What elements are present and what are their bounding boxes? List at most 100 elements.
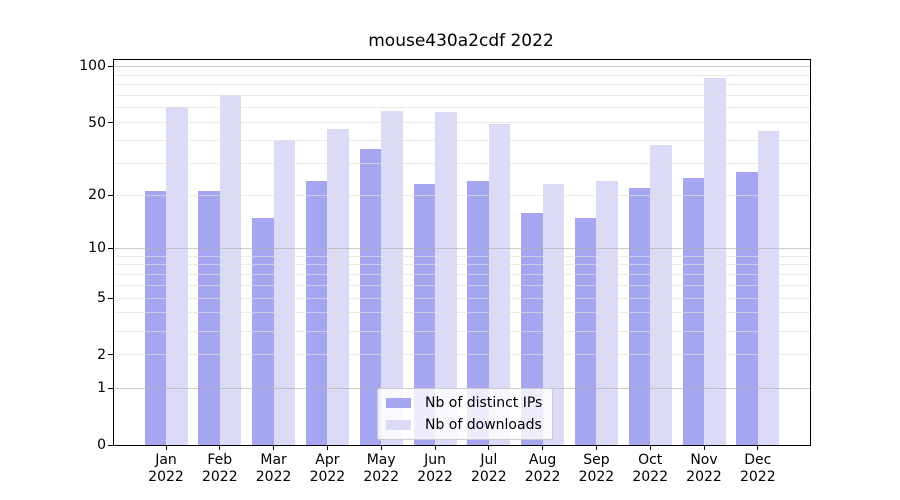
gridline-minor (114, 264, 810, 266)
x-axis-tick-label: Feb 2022 (188, 452, 252, 486)
x-tick-month: Sep (583, 452, 610, 468)
y-tick-mark (107, 247, 113, 249)
x-tick-month: Aug (528, 452, 557, 468)
x-tick-mark (488, 445, 490, 450)
x-tick-mark (434, 445, 436, 450)
y-tick-mark (107, 387, 113, 389)
x-tick-month: Jul (480, 452, 498, 468)
bar-distinct-ips (359, 148, 382, 445)
x-tick-mark (326, 445, 328, 450)
legend: Nb of distinct IPs Nb of downloads (377, 388, 554, 440)
x-axis-tick-label: Jun 2022 (403, 452, 467, 486)
gridline-minor (114, 122, 810, 124)
gridline-minor (114, 297, 810, 299)
legend-entry-distinct-ips: Nb of distinct IPs (386, 394, 542, 412)
gridline-major (114, 247, 810, 249)
x-tick-mark (703, 445, 705, 450)
bar-downloads (704, 77, 726, 445)
gridline-major (114, 65, 810, 67)
gridline-minor (114, 74, 810, 76)
x-axis-tick-label: Oct 2022 (618, 452, 682, 486)
x-tick-mark (542, 445, 544, 450)
x-tick-mark (165, 445, 167, 450)
bar-downloads (488, 124, 511, 445)
x-tick-year: 2022 (363, 469, 399, 485)
chart-title: mouse430a2cdf 2022 (368, 31, 554, 51)
bar-downloads (327, 129, 349, 445)
gridline-minor (114, 139, 810, 141)
x-tick-year: 2022 (148, 469, 184, 485)
plot-area: 0 1 2 5 10 20 50 100 Jan 2022 Feb 2022 Mar 2022 Apr 202… (79, 58, 811, 485)
bar-distinct-ips (198, 191, 220, 445)
bar-downloads (542, 184, 565, 445)
x-tick-year: 2022 (632, 469, 668, 485)
x-tick-year: 2022 (309, 469, 346, 485)
gridline-minor (114, 162, 810, 164)
x-tick-year: 2022 (524, 469, 561, 485)
x-tick-month: Oct (638, 452, 663, 468)
y-axis-tick-label: 1 (97, 380, 106, 397)
x-tick-year: 2022 (255, 469, 292, 485)
x-tick-month: Jun (424, 452, 446, 468)
gridline-minor (114, 94, 810, 96)
gridline-minor (114, 107, 810, 109)
legend-label-distinct-ips: Nb of distinct IPs (425, 395, 543, 411)
bar-downloads (166, 106, 188, 445)
x-tick-month: Mar (260, 452, 287, 468)
x-tick-month: Jan (155, 452, 177, 468)
x-tick-year: 2022 (739, 469, 776, 485)
x-axis-tick-label: Sep 2022 (564, 452, 628, 486)
x-tick-mark (649, 445, 651, 450)
x-tick-year: 2022 (201, 469, 238, 485)
bar-distinct-ips (521, 212, 543, 445)
bar-downloads (650, 144, 672, 445)
x-tick-month: May (366, 452, 396, 468)
gridline-minor (114, 284, 810, 286)
x-tick-month: Dec (744, 452, 772, 468)
y-tick-mark (107, 297, 113, 299)
x-tick-mark (757, 445, 759, 450)
x-tick-year: 2022 (470, 469, 507, 485)
x-tick-month: Feb (207, 452, 233, 468)
y-axis-tick-label: 20 (88, 187, 106, 204)
y-tick-mark (107, 354, 113, 356)
y-axis-tick-label: 50 (88, 114, 106, 131)
x-axis-tick-label: Jul 2022 (457, 452, 521, 486)
bar-distinct-ips (682, 177, 704, 445)
x-tick-mark (595, 445, 597, 450)
x-tick-month: Apr (315, 452, 340, 468)
x-axis-tick-label: May 2022 (349, 452, 413, 486)
x-tick-mark (219, 445, 221, 450)
legend-entry-downloads: Nb of downloads (386, 416, 542, 434)
bar-distinct-ips (413, 184, 435, 445)
y-axis-tick-label: 10 (88, 240, 106, 257)
x-tick-year: 2022 (417, 469, 453, 485)
y-axis-tick-label: 0 (97, 437, 106, 453)
x-axis-tick-label: Dec 2022 (726, 452, 790, 486)
x-axis-tick-label: Nov 2022 (672, 452, 736, 486)
x-axis-tick-label: Apr 2022 (295, 452, 359, 486)
gridline-minor (114, 84, 810, 86)
gridline-minor (114, 194, 810, 196)
x-tick-mark (273, 445, 275, 450)
bar-downloads (757, 130, 780, 445)
x-axis-tick-label: Aug 2022 (511, 452, 575, 486)
legend-swatch-distinct-ips (386, 398, 411, 408)
bar-distinct-ips (144, 191, 166, 445)
x-axis-tick-label: Jan 2022 (134, 452, 198, 486)
gridline-minor (114, 312, 810, 314)
bar-downloads (273, 140, 296, 445)
bar-distinct-ips (736, 171, 758, 445)
x-tick-year: 2022 (578, 469, 615, 485)
gridline-minor (114, 255, 810, 257)
gridline-minor (114, 330, 810, 332)
y-axis-tick-label: 5 (97, 290, 106, 307)
y-tick-mark (107, 444, 113, 446)
legend-swatch-downloads (386, 420, 411, 430)
x-axis-tick-label: Mar 2022 (242, 452, 306, 486)
x-tick-month: Nov (690, 452, 718, 468)
x-tick-mark (380, 445, 382, 450)
bar-distinct-ips (628, 187, 651, 445)
y-axis-tick-label: 100 (79, 58, 106, 75)
